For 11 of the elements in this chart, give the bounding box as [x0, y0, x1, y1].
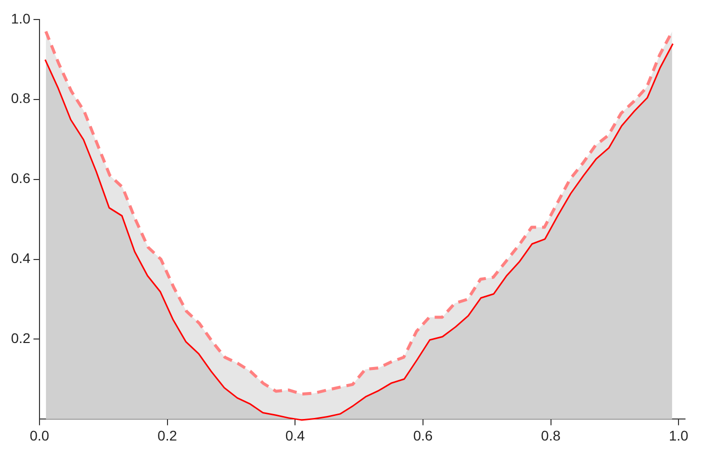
y-tick-label: 1.0 — [10, 10, 31, 26]
x-tick-label: 1.0 — [668, 427, 689, 444]
y-tick-label: 0.6 — [10, 170, 31, 186]
x-tick-label: 0.4 — [285, 427, 306, 444]
y-tick-label: 0.4 — [10, 250, 31, 266]
y-tick-label: 0.8 — [10, 90, 31, 106]
x-tick-label: 0.8 — [541, 427, 561, 444]
x-tick-label: 0.6 — [413, 427, 433, 444]
x-tick-label: 0.2 — [158, 427, 178, 444]
x-tick-label: 0.0 — [30, 427, 50, 444]
y-tick-label: 0.2 — [10, 330, 31, 346]
